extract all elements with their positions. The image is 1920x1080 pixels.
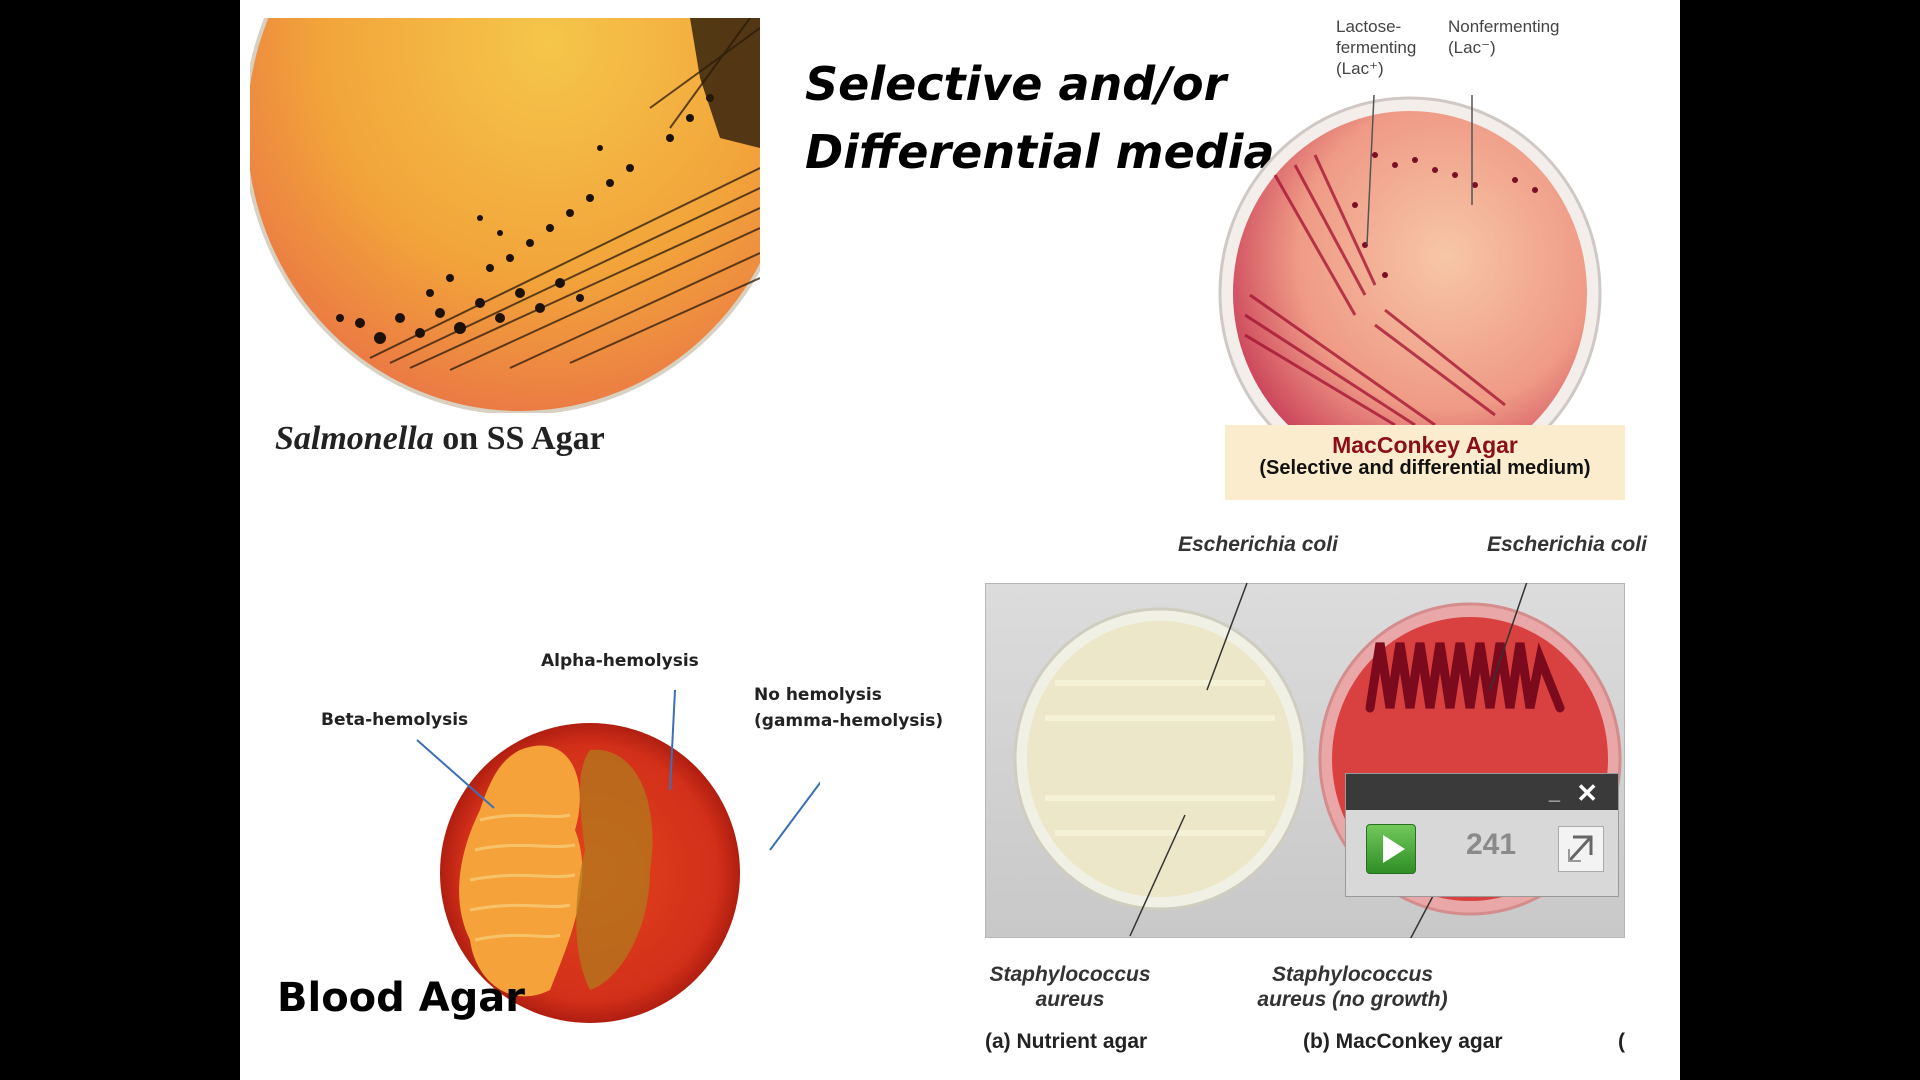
widget-titlebar[interactable]: _ ✕: [1346, 774, 1618, 810]
gamma-hemolysis-label: No hemolysis (gamma-hemolysis): [754, 685, 944, 731]
ecoli-right-label: Escherichia coli: [1487, 533, 1647, 556]
minimize-button[interactable]: _: [1548, 782, 1560, 804]
resize-icon: [1568, 835, 1593, 862]
caption-c-partial: (: [1618, 1030, 1625, 1053]
lac-neg-label: Nonfermenting (Lac⁻): [1448, 17, 1560, 57]
macconkey-plate-image: [1218, 95, 1602, 425]
timer-widget[interactable]: _ ✕ 241: [1345, 773, 1619, 897]
play-button[interactable]: [1366, 824, 1416, 874]
ss-agar-caption: Salmonella on SS Agar: [275, 420, 605, 457]
blood-agar-image: [416, 690, 820, 1023]
title-line-1: Selective and/or: [805, 57, 1227, 111]
ss-agar-image: [250, 18, 760, 413]
title-line-2: Differential media: [805, 125, 1275, 179]
macconkey-caption-box: MacConkey Agar (Selective and differenti…: [1225, 425, 1625, 500]
blood-agar-title: Blood Agar: [277, 975, 526, 1021]
macconkey-title: MacConkey Agar: [1332, 432, 1518, 458]
play-icon: [1383, 835, 1405, 863]
close-button[interactable]: ✕: [1576, 778, 1598, 808]
slide: Salmonella on SS Agar Selective and/or D…: [240, 0, 1680, 1080]
resize-button[interactable]: [1558, 826, 1604, 872]
beta-hemolysis-label: Beta-hemolysis: [321, 710, 469, 730]
lac-pos-label: Lactose- fermenting (Lac⁺): [1336, 17, 1417, 78]
ecoli-left-label: Escherichia coli: [1178, 533, 1338, 556]
caption-macconkey-agar: (b) MacConkey agar: [1303, 1030, 1503, 1053]
macconkey-subtitle: (Selective and differential medium): [1259, 457, 1591, 479]
counter-value: 241: [1465, 828, 1517, 861]
caption-nutrient-agar: (a) Nutrient agar: [985, 1030, 1148, 1053]
staph-left-label: Staphylococcus aureus: [989, 963, 1151, 1011]
staph-right-label: Staphylococcus aureus (no growth): [1257, 963, 1448, 1011]
slide-title: Selective and/or Differential media: [805, 50, 1275, 186]
alpha-hemolysis-label: Alpha-hemolysis: [541, 651, 699, 671]
